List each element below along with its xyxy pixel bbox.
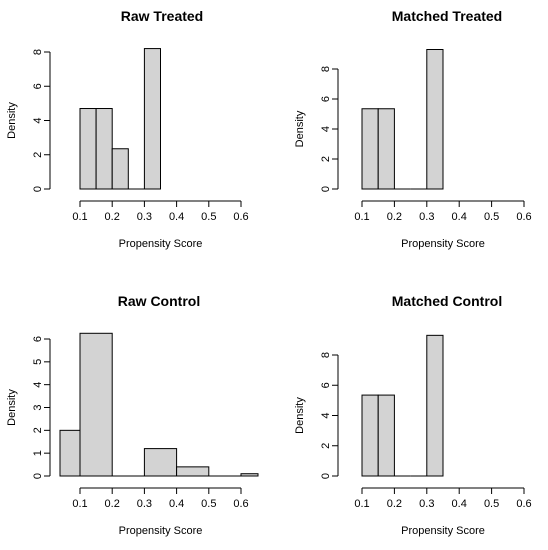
y-tick-label: 0 (32, 186, 44, 192)
panel-2: Raw Control 0.1 0.2 0.3 0.4 0.5 0.6 Propensity … (6, 293, 259, 537)
y-tick-label: 2 (320, 443, 332, 449)
x-tick-label: 0.5 (484, 211, 499, 223)
y-tick-label: 2 (320, 156, 332, 162)
y-tick-label: 4 (32, 382, 44, 388)
panel-title: Matched Control (392, 293, 502, 309)
histogram-bar (143, 48, 161, 190)
y-tick-label: 4 (320, 126, 332, 132)
x-tick-label: 0.1 (354, 211, 369, 223)
x-tick-label: 0.2 (105, 211, 120, 223)
x-tick-label: 0.6 (516, 498, 531, 510)
histogram-bar (95, 108, 113, 190)
panel-1: Matched Treated 0.1 0.2 0.3 0.4 0.5 0.6 Propens… (294, 8, 532, 250)
y-tick-label: 8 (320, 66, 332, 72)
histogram-bar (143, 448, 178, 477)
y-tick-label: 8 (320, 352, 332, 358)
x-tick-label: 0.6 (233, 498, 248, 510)
x-tick-label: 0.1 (72, 211, 87, 223)
x-tick-label: 0.5 (484, 498, 499, 510)
x-tick-label: 0.4 (169, 211, 184, 223)
x-tick-label: 0.5 (201, 498, 216, 510)
x-tick-label: 0.2 (105, 498, 120, 510)
y-tick-label: 4 (32, 117, 44, 123)
histogram-bar (361, 394, 379, 477)
histogram-bar (111, 148, 129, 190)
histogram-bar (59, 429, 81, 477)
x-tick-label: 0.5 (201, 211, 216, 223)
panel-title: Raw Treated (121, 8, 203, 24)
x-tick-label: 0.2 (387, 211, 402, 223)
y-tick-label: 6 (320, 382, 332, 388)
y-tick-label: 6 (320, 96, 332, 102)
histogram-bar (176, 466, 210, 477)
y-tick-label: 0 (32, 473, 44, 479)
x-tick-label: 0.4 (169, 498, 184, 510)
y-tick-label: 2 (32, 152, 44, 158)
x-axis-label: Propensity Score (401, 238, 485, 250)
x-axis-label: Propensity Score (401, 525, 485, 537)
panel-title: Raw Control (118, 293, 200, 309)
y-axis-label: Density (6, 102, 18, 139)
x-tick-label: 0.4 (452, 498, 467, 510)
histogram-bar (426, 334, 444, 477)
histogram-bar (79, 108, 97, 190)
x-tick-label: 0.3 (137, 211, 152, 223)
y-tick-label: 0 (320, 186, 332, 192)
panel-0: Raw Treated 0.1 0.2 0.3 0.4 0.5 0.6 Propensity … (6, 8, 249, 250)
y-tick-label: 4 (320, 412, 332, 418)
y-tick-label: 8 (32, 49, 44, 55)
y-tick-label: 3 (32, 404, 44, 410)
y-axis-label: Density (294, 110, 306, 147)
histogram-bar (361, 108, 379, 190)
histogram-bar (426, 49, 444, 190)
y-tick-label: 6 (32, 336, 44, 342)
x-tick-label: 0.6 (233, 211, 248, 223)
histogram-bar (377, 394, 395, 477)
y-axis-label: Density (6, 389, 18, 426)
y-tick-label: 6 (32, 83, 44, 89)
y-axis-label: Density (294, 397, 306, 434)
x-tick-label: 0.1 (354, 498, 369, 510)
histogram-bar (240, 473, 259, 477)
y-tick-label: 5 (32, 359, 44, 365)
x-tick-label: 0.6 (516, 211, 531, 223)
y-tick-label: 0 (320, 473, 332, 479)
panel-3: Matched Control 0.1 0.2 0.3 0.4 0.5 0.6 Propens… (294, 293, 532, 537)
x-tick-label: 0.2 (387, 498, 402, 510)
x-tick-label: 0.3 (419, 211, 434, 223)
x-tick-label: 0.3 (419, 498, 434, 510)
y-tick-label: 2 (32, 427, 44, 433)
histogram-bar (377, 108, 395, 190)
x-tick-label: 0.4 (452, 211, 467, 223)
y-tick-label: 1 (32, 450, 44, 456)
x-axis-label: Propensity Score (119, 238, 203, 250)
x-tick-label: 0.1 (72, 498, 87, 510)
panel-title: Matched Treated (392, 8, 502, 24)
x-axis-label: Propensity Score (119, 525, 203, 537)
x-tick-label: 0.3 (137, 498, 152, 510)
histogram-bar (79, 332, 113, 477)
